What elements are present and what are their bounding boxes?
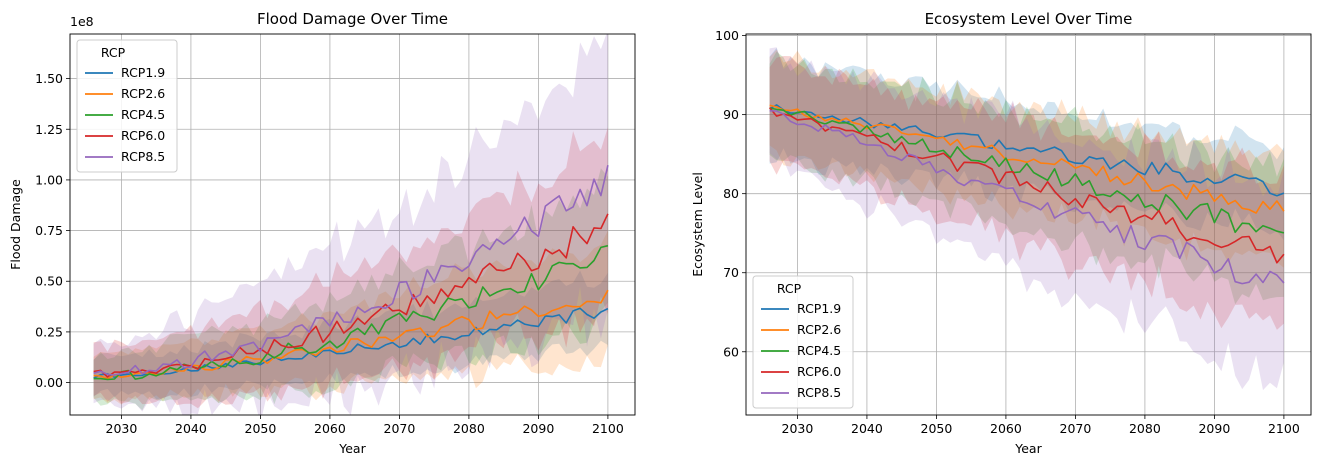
legend-label: RCP4.5 [797,343,841,358]
confidence-band-rcp2-6 [93,230,608,405]
series-line-rcp8-5 [769,110,1285,285]
x-tick-label: 2030 [782,421,814,436]
axes-frame [69,33,636,416]
confidence-band-rcp8-5 [769,47,1284,391]
legend-label: RCP8.5 [121,149,165,164]
y-tick-label: 80 [723,186,739,201]
x-tick-label: 2100 [1268,421,1300,436]
confidence-band-rcp6-0 [93,127,608,409]
axes-frame [745,33,1312,416]
legend-label: RCP1.9 [797,301,841,316]
x-tick-label: 2050 [921,421,953,436]
ecosystem-level-chart: 2030 2040 2050 2060 2070 2080 2090 2100 60 70 80 90… [690,10,1312,456]
y-tick-label: 1.50 [35,71,63,86]
x-tick-label: 2070 [1060,421,1092,436]
series-line-rcp4-5 [93,244,609,381]
confidence-band-rcp4-5 [93,168,608,411]
y-tick-label: 0.75 [35,223,63,238]
legend-label: RCP4.5 [121,107,165,122]
series-line-rcp2-6 [769,104,1285,214]
series-line-rcp6-0 [93,213,609,378]
x-tick-label: 2080 [453,421,485,436]
confidence-band-rcp4-5 [769,51,1284,305]
y-tick-label: 1.00 [35,172,63,187]
y-tick-label: 60 [723,344,739,359]
x-tick-label: 2080 [1129,421,1161,436]
y-tick-label: 0.50 [35,274,63,289]
legend-title: RCP [777,281,802,296]
series-line-rcp1-9 [769,104,1285,197]
confidence-band-rcp2-6 [769,49,1284,268]
x-tick-label: 2050 [245,421,277,436]
y-tick-label: 100 [715,28,739,43]
legend-label: RCP6.0 [797,364,841,379]
y-offset-text: 1e8 [70,14,94,29]
confidence-band-rcp8-5 [93,34,608,415]
series-line-rcp4-5 [769,107,1285,234]
series-group [93,34,609,415]
x-tick-label: 2070 [384,421,416,436]
y-tick-label: 0.25 [35,324,63,339]
confidence-band-rcp1-9 [769,47,1284,241]
legend-label: RCP8.5 [797,385,841,400]
x-tick-label: 2030 [106,421,138,436]
x-tick-label: 2040 [175,421,207,436]
series-line-rcp6-0 [768,107,1285,264]
legend-label: RCP1.9 [121,65,165,80]
y-axis-label: Flood Damage [8,179,23,270]
x-tick-label: 2090 [522,421,554,436]
chart-title: Flood Damage Over Time [257,10,448,28]
x-tick-label: 2060 [990,421,1022,436]
x-tick-label: 2060 [314,421,346,436]
series-line-rcp2-6 [93,289,609,380]
x-tick-label: 2100 [592,421,624,436]
y-tick-label: 90 [723,107,739,122]
flood-damage-chart: 2030 2040 2050 2060 2070 2080 2090 2100 0.00 0.25… [8,10,636,456]
x-axis-label: Year [338,441,366,456]
series-line-rcp8-5 [93,165,609,376]
x-axis-label: Year [1014,441,1042,456]
legend-label: RCP6.0 [121,128,165,143]
legend-title: RCP [101,45,126,60]
legend-label: RCP2.6 [121,86,165,101]
series-group [768,47,1285,391]
grid [746,34,1311,415]
legend: RCP RCP1.9 RCP2.6 RCP4.5 RCP6.0 RCP8.5 [752,275,854,409]
legend: RCP RCP1.9 RCP2.6 RCP4.5 RCP6.0 RCP8.5 [76,39,178,173]
chart-title: Ecosystem Level Over Time [925,10,1133,28]
confidence-band-rcp6-0 [769,56,1284,330]
y-tick-label: 70 [723,265,739,280]
y-axis-label: Ecosystem Level [690,172,705,277]
y-tick-label: 0.00 [35,375,63,390]
legend-label: RCP2.6 [797,322,841,337]
x-tick-label: 2090 [1198,421,1230,436]
x-tick-label: 2040 [851,421,883,436]
y-tick-label: 1.25 [35,122,63,137]
